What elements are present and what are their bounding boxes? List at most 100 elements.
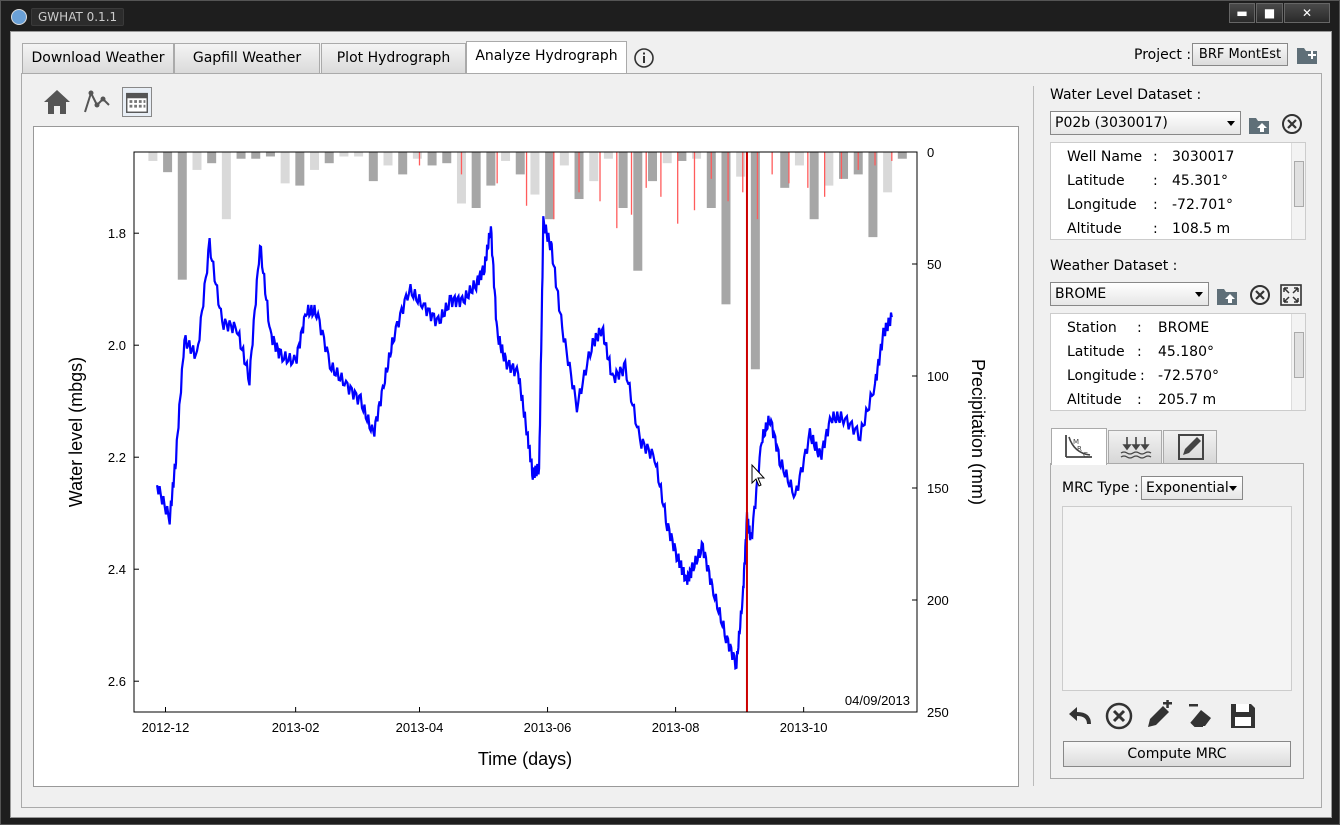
precip-bar bbox=[530, 152, 540, 195]
precip-bar bbox=[839, 152, 849, 179]
hydrograph-chart[interactable]: 2012-12 2013-02 2013-04 2013-06 2013-08 2013-… bbox=[34, 127, 1018, 786]
precip-bar bbox=[883, 152, 893, 193]
tab-recharge[interactable] bbox=[1108, 430, 1162, 464]
remove-weather-icon[interactable] bbox=[1247, 282, 1273, 308]
precip-bar bbox=[545, 152, 555, 220]
water-level-dataset-select[interactable]: P02b (3030017) bbox=[1050, 111, 1241, 135]
mrc-results-area[interactable] bbox=[1062, 506, 1292, 691]
y-axis-label: Water level (mbgs) bbox=[66, 357, 86, 507]
x-tick-label: 2013-10 bbox=[780, 720, 828, 735]
precip-bar bbox=[618, 152, 628, 208]
precip-bar bbox=[662, 152, 672, 164]
precip-bar bbox=[412, 152, 422, 159]
water-level-dataset-value: P02b (3030017) bbox=[1055, 115, 1168, 131]
weather-dataset-value: BROME bbox=[1055, 286, 1107, 302]
import-weather-icon[interactable] bbox=[1214, 282, 1240, 308]
water-level-series bbox=[156, 216, 893, 670]
recharge-icon bbox=[1120, 437, 1152, 459]
info-icon[interactable] bbox=[633, 47, 655, 69]
y2-tick-label: 0 bbox=[927, 145, 934, 160]
precip-bar bbox=[824, 152, 834, 186]
precip-bar bbox=[750, 152, 760, 370]
altitude-value: 205.7 m bbox=[1158, 392, 1217, 408]
calendar-icon[interactable] bbox=[122, 87, 152, 117]
water-level-info-scrollbar[interactable] bbox=[1291, 143, 1305, 239]
precip-bar bbox=[163, 152, 173, 173]
close-button[interactable]: ✕ bbox=[1284, 3, 1330, 23]
precip-bar bbox=[265, 152, 275, 157]
precip-bar bbox=[794, 152, 804, 166]
longitude-value: -72.701° bbox=[1172, 197, 1234, 213]
mouse-cursor-icon bbox=[751, 463, 766, 487]
line-points-icon[interactable] bbox=[82, 87, 112, 117]
new-project-icon[interactable] bbox=[1295, 44, 1319, 66]
info-sep: : bbox=[1153, 173, 1158, 189]
compute-mrc-button[interactable]: Compute MRC bbox=[1063, 741, 1291, 767]
undo-icon[interactable] bbox=[1065, 700, 1097, 732]
x-tick-label: 2013-06 bbox=[524, 720, 572, 735]
chevron-down-icon bbox=[1227, 121, 1235, 126]
y-tick-label: 1.8 bbox=[108, 226, 126, 241]
precip-bar bbox=[368, 152, 378, 182]
precip-bar bbox=[339, 152, 349, 157]
project-button[interactable]: BRF MontEst bbox=[1192, 43, 1288, 66]
tab-edit-chart[interactable] bbox=[1163, 430, 1217, 464]
precip-bar bbox=[324, 152, 334, 164]
project-label: Project : bbox=[1134, 47, 1192, 63]
hydrograph-plot[interactable]: 2012-12 2013-02 2013-04 2013-06 2013-08 2013-… bbox=[33, 126, 1019, 787]
x-tick-label: 2013-02 bbox=[272, 720, 320, 735]
weather-info-scrollbar[interactable] bbox=[1291, 314, 1305, 410]
tab-plot-hydrograph[interactable]: Plot Hydrograph bbox=[321, 43, 466, 73]
weather-dataset-label: Weather Dataset : bbox=[1050, 258, 1178, 274]
weather-info-box: Station: BROME Latitude:45.180° Longitude… bbox=[1050, 313, 1306, 411]
svg-text:R: R bbox=[1077, 445, 1082, 453]
precip-bar bbox=[648, 152, 658, 182]
y2-tick-label: 100 bbox=[927, 369, 949, 384]
precip-bar bbox=[354, 152, 364, 157]
x-tick-label: 2012-12 bbox=[142, 720, 190, 735]
y-tick-label: 2.6 bbox=[108, 674, 126, 689]
precip-bar bbox=[427, 152, 437, 166]
save-icon[interactable] bbox=[1227, 700, 1259, 732]
cursor-date-label: 04/09/2013 bbox=[845, 693, 910, 708]
precip-bar bbox=[721, 152, 731, 305]
y2-tick-label: 250 bbox=[927, 705, 949, 720]
mrc-type-value: Exponential bbox=[1146, 480, 1229, 496]
precip-bar bbox=[471, 152, 481, 208]
chevron-down-icon bbox=[1195, 292, 1203, 297]
y2-tick-label: 50 bbox=[927, 257, 941, 272]
remove-dataset-icon[interactable] bbox=[1279, 111, 1305, 137]
mrc-type-select[interactable]: Exponential bbox=[1141, 476, 1243, 500]
chevron-down-icon bbox=[1229, 486, 1237, 491]
expand-icon[interactable] bbox=[1278, 282, 1304, 308]
precip-bar bbox=[706, 152, 716, 208]
precip-bar bbox=[383, 152, 393, 166]
water-level-info-box: Well Name:3030017 Latitude:45.301° Longi… bbox=[1050, 142, 1306, 240]
y2-tick-label: 150 bbox=[927, 481, 949, 496]
weather-dataset-select[interactable]: BROME bbox=[1050, 282, 1209, 306]
precip-bar bbox=[809, 152, 819, 220]
home-icon[interactable] bbox=[42, 87, 72, 117]
precip-bar bbox=[780, 152, 790, 188]
precip-bar bbox=[207, 152, 217, 164]
y-tick-label: 2.4 bbox=[108, 562, 126, 577]
import-dataset-icon[interactable] bbox=[1246, 111, 1272, 137]
add-point-icon[interactable] bbox=[1143, 700, 1175, 732]
minimize-button[interactable]: ▬ bbox=[1229, 3, 1255, 23]
info-sep: : bbox=[1137, 320, 1142, 336]
title-bar[interactable]: GWHAT 0.1.1 ▬ ■ ✕ bbox=[1, 1, 1339, 31]
precip-bar bbox=[251, 152, 261, 159]
tab-mrc[interactable]: M R C bbox=[1051, 428, 1107, 465]
info-key: Altitude bbox=[1067, 392, 1122, 408]
tab-analyze-hydrograph[interactable]: Analyze Hydrograph bbox=[466, 41, 627, 73]
tab-download-weather[interactable]: Download Weather bbox=[22, 43, 174, 73]
window-title: GWHAT 0.1.1 bbox=[31, 8, 125, 26]
precip-bar bbox=[442, 152, 452, 164]
maximize-button[interactable]: ■ bbox=[1256, 3, 1283, 23]
erase-point-icon[interactable] bbox=[1185, 700, 1217, 732]
precip-bar bbox=[515, 152, 525, 175]
info-key: Station bbox=[1067, 320, 1117, 336]
tab-gapfill-weather[interactable]: Gapfill Weather bbox=[174, 43, 320, 73]
precip-bar bbox=[236, 152, 246, 159]
clear-icon[interactable] bbox=[1103, 700, 1135, 732]
